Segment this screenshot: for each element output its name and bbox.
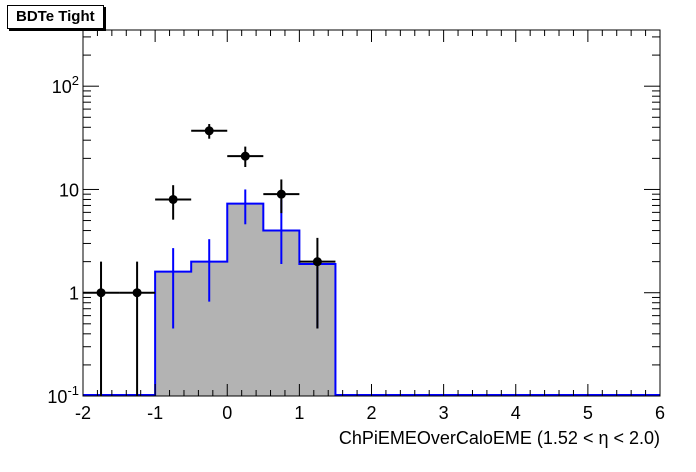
- data-point: [240, 151, 250, 161]
- x-tick-label: 2: [366, 403, 376, 423]
- chart-title: BDTe Tight: [7, 5, 104, 29]
- y-tick-label: 1: [69, 284, 79, 304]
- y-tick-label: 102: [52, 73, 79, 97]
- x-tick-label: 1: [294, 403, 304, 423]
- x-axis-label: ChPiEMEOverCaloEME (1.52 < η < 2.0): [339, 428, 660, 448]
- x-tick-label: 3: [439, 403, 449, 423]
- x-tick-label: 4: [511, 403, 521, 423]
- histogram-fill: [155, 203, 336, 396]
- data-point: [204, 126, 214, 136]
- data-point: [96, 288, 106, 298]
- y-tick-label: 10: [59, 180, 79, 200]
- histogram-layer: [83, 189, 660, 396]
- axes: -2 -1 0 1 2 3 4 5 6 10-1 1 10 102: [47, 30, 665, 423]
- y-tick-label: 10-1: [47, 383, 79, 407]
- data-point: [132, 288, 142, 298]
- data-point: [276, 189, 286, 199]
- x-tick-label: 0: [222, 403, 232, 423]
- x-tick-label: 5: [583, 403, 593, 423]
- x-tick-label: -2: [75, 403, 91, 423]
- data-point: [168, 194, 178, 204]
- x-tick-label: -1: [147, 403, 163, 423]
- data-point: [312, 257, 322, 267]
- x-tick-label: 6: [655, 403, 665, 423]
- data-points-layer: [83, 124, 336, 396]
